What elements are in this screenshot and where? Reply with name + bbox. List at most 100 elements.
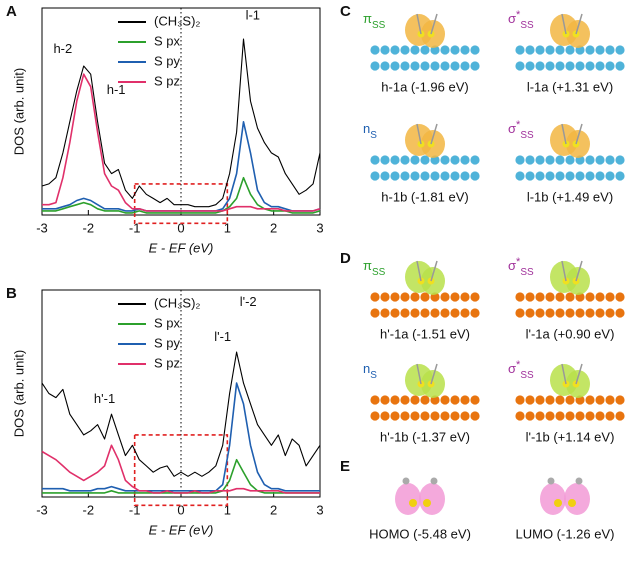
substrate-atom — [555, 171, 565, 181]
orbital-symbol: σ — [508, 121, 516, 136]
substrate-atom — [525, 308, 535, 318]
peak-label: l-1 — [246, 8, 260, 23]
highlight-box — [133, 434, 229, 507]
substrate-atom — [440, 155, 450, 165]
carbon-atom — [575, 477, 583, 485]
substrate-atom — [605, 395, 615, 405]
sulfur-atom — [554, 499, 562, 507]
substrate-atom — [615, 308, 625, 318]
substrate-atom — [420, 308, 430, 318]
orbital-sub: SS — [372, 20, 386, 31]
orbital-lobe — [564, 483, 590, 515]
substrate-atom — [515, 411, 525, 421]
substrate-atom — [430, 61, 440, 71]
substrate-atom — [470, 411, 480, 421]
substrate-atom — [390, 292, 400, 302]
substrate-atom — [460, 155, 470, 165]
substrate-atom — [460, 395, 470, 405]
substrate-atom — [380, 292, 390, 302]
orbital-sub: SS — [520, 267, 534, 278]
substrate-atom — [545, 155, 555, 165]
substrate-atom — [545, 292, 555, 302]
orbital-caption: h-1b (-1.81 eV) — [381, 189, 468, 204]
substrate-atom — [390, 61, 400, 71]
orbital-label: πSS — [363, 258, 386, 277]
orbital-tile: nS — [363, 121, 480, 181]
substrate-atom — [565, 395, 575, 405]
orbital-caption: h'-1b (-1.37 eV) — [380, 429, 470, 444]
sulfur-atom — [409, 499, 417, 507]
substrate-atom — [460, 411, 470, 421]
substrate-atom — [450, 171, 460, 181]
bond — [575, 363, 583, 385]
substrate-atom — [450, 308, 460, 318]
substrate-atom — [525, 155, 535, 165]
orbital-tile: σ*SS — [508, 9, 625, 71]
substrate-atom — [380, 411, 390, 421]
dos-line — [41, 444, 320, 494]
substrate-atom — [400, 308, 410, 318]
dos-line — [41, 351, 321, 477]
substrate-atom — [525, 395, 535, 405]
carbon-atom — [547, 477, 555, 485]
substrate-atom — [370, 292, 380, 302]
substrate-atom — [470, 61, 480, 71]
substrate-atom — [470, 292, 480, 302]
panel-letter: B — [6, 285, 17, 302]
x-axis-label: E - EF (eV) — [149, 522, 214, 537]
substrate-atom — [400, 155, 410, 165]
orbital-symbol: n — [363, 121, 370, 136]
substrate-atom — [400, 45, 410, 55]
substrate-atom — [515, 61, 525, 71]
legend-label: S py — [154, 335, 181, 350]
substrate-atom — [430, 308, 440, 318]
substrate-atom — [450, 155, 460, 165]
orbital-sub: S — [370, 130, 377, 141]
substrate-atom — [605, 45, 615, 55]
substrate-atom — [565, 61, 575, 71]
legend-label: S px — [154, 33, 181, 48]
orbital-label: σ*SS — [508, 119, 534, 141]
panel-letter: C — [340, 3, 351, 20]
substrate-atom — [525, 411, 535, 421]
substrate-atom — [410, 155, 420, 165]
substrate-atom — [555, 155, 565, 165]
x-axis-label: E - EF (eV) — [149, 240, 214, 255]
orbital-lobe — [419, 483, 445, 515]
panel-letter: A — [6, 3, 17, 20]
orbital-tile: nS — [363, 361, 480, 421]
substrate-atom — [545, 411, 555, 421]
orbital-caption: l'-1a (+0.90 eV) — [526, 326, 615, 341]
orbital-sup: * — [516, 119, 521, 131]
bond — [430, 260, 438, 282]
x-tick-label: 1 — [224, 502, 231, 517]
substrate-atom — [390, 395, 400, 405]
substrate-atom — [565, 308, 575, 318]
substrate-atom — [370, 45, 380, 55]
substrate-atom — [535, 171, 545, 181]
substrate-atom — [450, 395, 460, 405]
substrate-atom — [390, 411, 400, 421]
orbital-lobe — [395, 483, 421, 515]
substrate-atom — [525, 171, 535, 181]
substrate-atom — [565, 155, 575, 165]
plot-frame — [41, 289, 321, 498]
substrate-atom — [545, 171, 555, 181]
orbital-label: σ*SS — [508, 359, 534, 381]
sulfur-atom — [568, 499, 576, 507]
x-tick-label: -3 — [36, 220, 48, 235]
substrate-atom — [410, 171, 420, 181]
orbital-sub: SS — [372, 267, 386, 278]
substrate-atom — [555, 308, 565, 318]
orbital-label: nS — [363, 121, 377, 140]
highlight-box — [133, 183, 229, 225]
orbital-sup: * — [516, 256, 521, 268]
x-tick-label: 2 — [270, 502, 277, 517]
substrate-atom — [420, 171, 430, 181]
substrate-atom — [470, 171, 480, 181]
substrate-atom — [575, 308, 585, 318]
substrate-atom — [515, 308, 525, 318]
orbital-sub: SS — [520, 20, 534, 31]
bond — [575, 123, 583, 145]
orbital-tile: πSS — [363, 258, 480, 318]
